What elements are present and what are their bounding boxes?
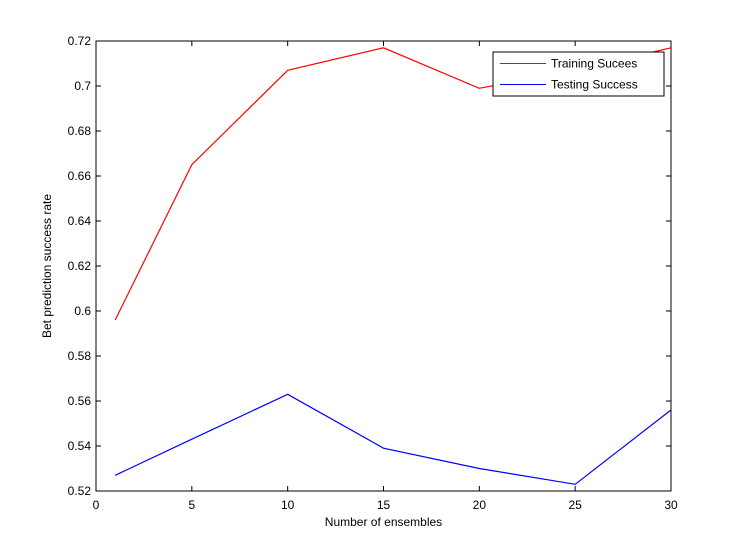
legend-label-training: Training Sucees [551,57,637,71]
legend-box [492,51,665,97]
legend-label-testing: Testing Success [551,78,638,92]
y-tick-label: 0.66 [68,169,92,183]
y-tick-label: 0.54 [68,439,92,453]
tick-layer: 0 5 10 15 20 25 30 0.52 0.54 0.56 0.58 0.6 0.62 0.64 0… [68,34,678,512]
x-tick-label: 10 [281,498,295,512]
y-tick-label: 0.52 [68,484,92,498]
y-tick-label: 0.6 [74,304,91,318]
x-tick-label: 0 [93,498,100,512]
legend: Training Sucees Testing Success [492,51,665,97]
y-tick-label: 0.58 [68,349,92,363]
x-tick-label: 20 [473,498,487,512]
plot-frame [95,40,672,492]
x-axis-label: Number of ensembles [325,515,442,529]
y-tick-label: 0.68 [68,124,92,138]
y-tick-label: 0.56 [68,394,92,408]
y-tick-label: 0.72 [68,34,92,48]
x-tick-label: 5 [188,498,195,512]
x-tick-label: 30 [664,498,678,512]
y-axis-label: Bet prediction success rate [40,194,54,338]
x-tick-label: 15 [377,498,391,512]
y-tick-label: 0.62 [68,259,92,273]
y-tick-label: 0.64 [68,214,92,228]
y-tick-label: 0.7 [74,79,91,93]
testing-success-line [114,393,672,485]
plot-area [96,41,671,491]
x-tick-label: 25 [568,498,582,512]
